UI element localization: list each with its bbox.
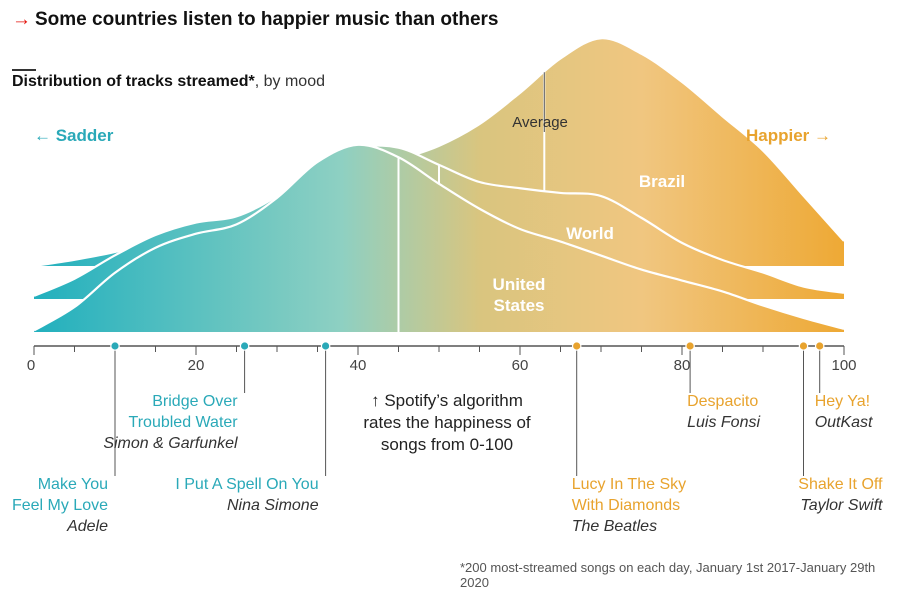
algorithm-note: ↑ Spotify’s algorithm rates the happines…	[363, 391, 531, 454]
song-title: Make You	[37, 476, 108, 493]
song-title: Troubled Water	[128, 414, 238, 431]
song-title: Feel My Love	[11, 497, 108, 514]
song-artist: OutKast	[814, 414, 873, 431]
song-marker	[239, 341, 250, 351]
song-marker	[798, 341, 809, 351]
song-title: Lucy In The Sky	[571, 476, 687, 493]
song-label: Despacito Luis Fonsi	[687, 391, 900, 433]
song-label: Make You Feel My Love Adele	[0, 474, 108, 537]
ridge-area-united-states	[34, 144, 844, 332]
x-tick-label: 100	[831, 357, 856, 374]
x-tick-label: 0	[27, 357, 35, 374]
song-title: With Diamonds	[571, 497, 681, 514]
song-label: Lucy In The Sky With Diamonds The Beatles	[572, 474, 812, 537]
x-tick-label: 60	[512, 357, 529, 374]
song-marker	[814, 341, 825, 351]
x-tick-label: 40	[350, 357, 367, 374]
song-marker	[571, 341, 582, 351]
x-tick-label: 20	[188, 357, 205, 374]
footnote: *200 most-streamed songs on each day, Ja…	[460, 560, 876, 590]
song-artist: Taylor Swift	[800, 497, 883, 514]
sadder-label: ← Sadder	[34, 126, 114, 145]
song-label: I Put A Spell On You Nina Simone	[79, 474, 319, 516]
song-artist: The Beatles	[571, 518, 658, 535]
subtitle-rule	[12, 69, 36, 71]
song-artist: Simon & Garfunkel	[103, 435, 238, 452]
song-artist: Adele	[67, 518, 108, 535]
song-title: Bridge Over	[152, 393, 238, 410]
title-arrow-icon: →	[12, 9, 31, 30]
song-title: I Put A Spell On You	[175, 476, 319, 493]
subtitle-bold: Distribution of tracks streamed*	[12, 73, 255, 90]
song-label: Bridge Over Troubled Water Simon & Garfunk…	[0, 391, 238, 454]
song-title: Despacito	[687, 393, 759, 410]
x-tick-label: 80	[674, 357, 691, 374]
ridge-label-united-states: United	[493, 275, 546, 294]
ridge-outline-united-states	[33, 143, 845, 332]
title-text: Some countries listen to happier music t…	[35, 9, 499, 30]
ridge-label-united-states: States	[493, 296, 544, 315]
happier-label: Happier →	[746, 126, 832, 145]
song-title: Hey Ya!	[814, 393, 871, 410]
song-label: Hey Ya! OutKast	[815, 391, 900, 433]
song-artist: Nina Simone	[226, 497, 319, 514]
chart-title: → Some countries listen to happier music …	[12, 9, 498, 31]
song-marker	[685, 341, 695, 351]
ridge-label-brazil: Brazil	[639, 172, 685, 191]
song-title: Shake It Off	[798, 476, 883, 493]
song-artist: Luis Fonsi	[687, 414, 761, 431]
song-marker	[320, 341, 331, 351]
average-label: Average	[512, 114, 568, 131]
ridge-label-world: World	[566, 224, 614, 243]
subtitle-rest: , by mood	[254, 73, 325, 90]
song-label: Shake It Off Taylor Swift	[643, 474, 883, 516]
chart-subtitle: Distribution of tracks streamed*, by moo…	[12, 73, 325, 91]
ridge-area-brazil	[34, 38, 844, 266]
song-marker	[110, 341, 120, 351]
